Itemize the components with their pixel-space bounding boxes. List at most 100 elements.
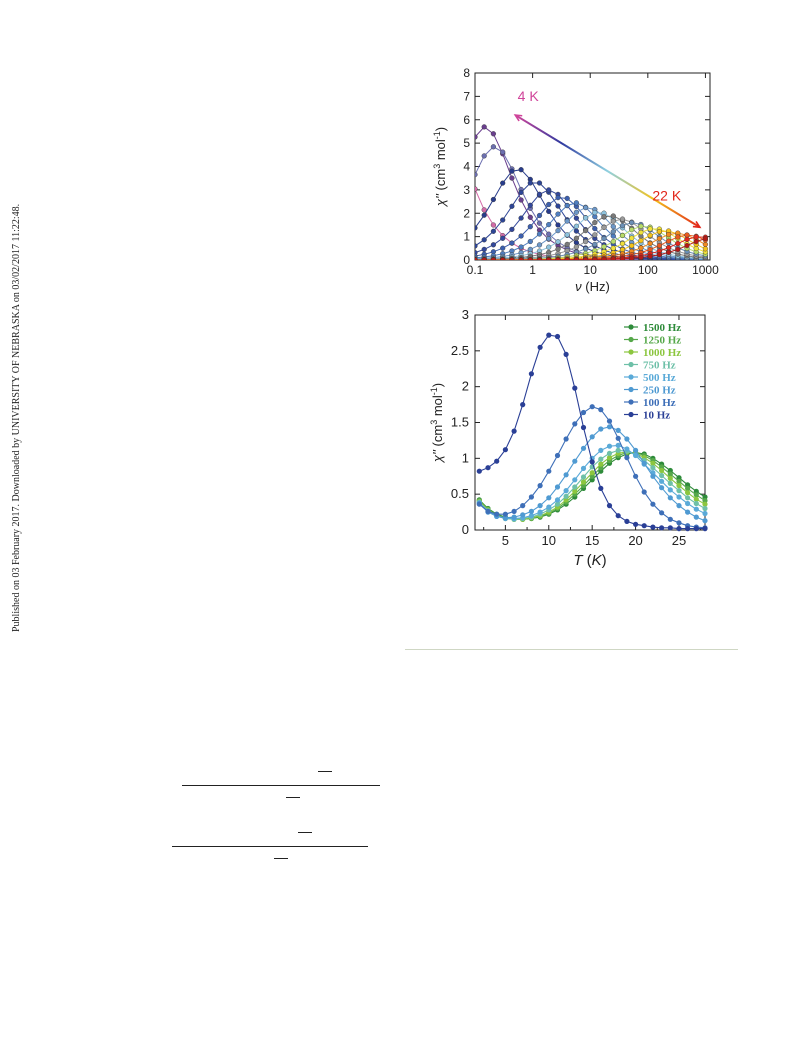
data-point [633,521,639,527]
data-point [666,249,672,256]
y-tick-label: 1 [463,230,470,244]
data-point [481,207,487,213]
data-point [563,472,569,478]
data-point [676,478,682,484]
y-tick-label: 3 [463,183,470,197]
data-point [502,515,508,521]
data-point [518,197,524,203]
data-point [702,246,709,252]
chart-temperature: 5 10 15 20 25 0 0.5 1 1.5 2 2.5 3 T (K) χ'' (cm3 mol-… [415,305,725,580]
data-point [509,175,515,181]
data-point [638,238,644,244]
data-point [572,458,578,464]
equation-overbar [286,797,300,798]
data-point [494,458,500,464]
data-point [572,421,578,427]
data-point [638,223,644,229]
data-point [564,232,570,238]
data-point [650,460,656,466]
data-point [546,236,552,242]
data-point [546,201,552,208]
legend-label: 10 Hz [643,410,670,422]
data-point [572,477,578,483]
data-point [610,229,616,235]
data-point [500,245,506,251]
data-point [666,245,672,251]
x-tick-label: 25 [672,533,686,548]
data-point [554,333,561,340]
data-point [527,224,533,230]
data-point [641,489,647,495]
data-point [583,246,589,252]
data-point [589,473,595,479]
data-point [656,243,663,249]
data-point [509,226,515,233]
legend-label: 1500 Hz [643,322,681,334]
data-point [685,526,691,532]
data-point [589,434,595,440]
y-tick-label: 4 [463,160,470,174]
data-point [481,257,487,260]
data-point [629,255,635,260]
data-point [606,424,613,430]
data-point [606,443,613,449]
data-point [693,514,699,520]
data-point [610,245,616,251]
x-tick-label: 20 [628,533,642,548]
data-point [619,216,626,222]
data-point [684,236,690,243]
chart-frequency: 0.1 1 10 100 1000 0 1 2 3 4 5 6 7 8 ν (Hz) χ'' (cm3 mol… [415,58,725,303]
data-point [619,232,626,239]
data-point [601,235,607,242]
data-point [676,526,682,532]
data-point [638,245,644,251]
data-point [563,493,569,499]
data-point [624,436,630,442]
legend-label: 1250 Hz [643,335,681,347]
data-point [615,435,621,441]
data-point [502,447,508,453]
data-point [702,494,708,500]
data-point [527,257,533,260]
data-point [589,404,595,410]
equation-fraction-line [172,846,368,847]
data-point [573,244,580,250]
data-point [656,229,663,235]
y-tick-label: 2.5 [451,343,469,358]
data-point [563,488,569,494]
data-point [518,189,524,196]
data-point [624,446,630,452]
data-point [659,464,665,470]
data-point [537,483,543,489]
x-tick-label: 100 [638,263,658,277]
legend-marker [628,349,634,355]
data-point [592,220,598,226]
data-point [475,225,478,231]
data-point [564,241,570,248]
data-point [693,239,699,245]
legend-marker [628,361,634,368]
data-point [555,211,561,217]
arrow-head-end [692,220,702,229]
data-point [518,233,524,239]
data-point [536,220,543,226]
data-point [476,501,482,507]
data-point [564,195,570,202]
data-point [555,228,561,234]
data-point [583,215,589,221]
data-point [598,426,604,432]
data-point [624,455,630,461]
data-point [702,510,708,517]
chart-temperature-svg: 5 10 15 20 25 0 0.5 1 1.5 2 2.5 3 T (K) χ'' (cm3 mol-… [429,307,708,569]
data-point [546,208,552,215]
data-point [659,510,665,516]
data-point [666,238,672,244]
data-point [659,485,665,491]
data-point [676,503,682,509]
data-point [475,134,478,140]
data-point [650,465,656,471]
data-point [659,472,665,479]
data-point [667,475,673,481]
data-point [685,500,691,507]
data-point [610,224,616,230]
